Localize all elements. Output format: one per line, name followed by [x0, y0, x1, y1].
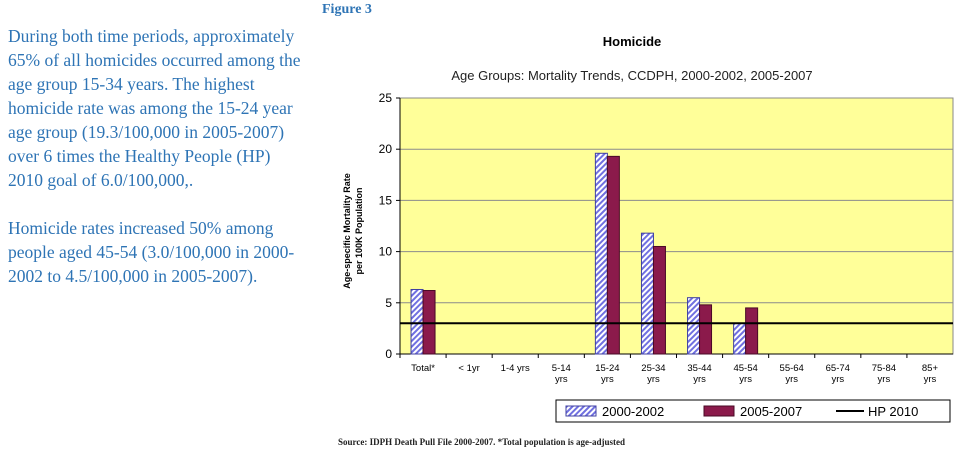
y-tick-label: 15 [379, 193, 393, 207]
legend-label: 2000-2002 [602, 404, 664, 419]
bar-2000-2002 [410, 288, 424, 355]
source-note: Source: IDPH Death Pull File 2000-2007. … [338, 437, 626, 447]
bar-2005-2007 [699, 304, 713, 355]
x-tick-label: yrs [647, 374, 660, 385]
commentary-paragraph-1: During both time periods, approximately … [8, 26, 301, 190]
commentary-paragraph-2: Homicide rates increased 50% among peopl… [8, 218, 295, 286]
x-tick-label: yrs [601, 374, 614, 385]
y-tick-label: 20 [379, 142, 393, 156]
legend-label: 2005-2007 [740, 404, 802, 419]
bar-2005-2007 [606, 155, 620, 355]
x-tick-label: yrs [831, 374, 844, 385]
y-tick-label: 25 [379, 91, 393, 105]
commentary-text: During both time periods, approximately … [8, 24, 308, 288]
y-tick-label: 10 [379, 245, 393, 259]
y-tick-label: 5 [385, 296, 392, 310]
chart-title: Homicide [603, 34, 662, 49]
y-axis-label-line2: per 100K Population [354, 187, 364, 274]
x-tick-label: yrs [878, 374, 891, 385]
bar-2000-2002 [640, 232, 654, 355]
x-tick-label: yrs [785, 374, 798, 385]
y-tick-label: 0 [385, 347, 392, 361]
x-tick-label: yrs [924, 374, 937, 385]
bar-2005-2007 [422, 290, 436, 355]
legend-swatch [565, 405, 597, 417]
legend-box [555, 399, 951, 423]
x-tick-label: 35-44 [687, 363, 711, 374]
x-tick-label: 45-54 [733, 363, 757, 374]
x-tick-label: 65-74 [826, 363, 850, 374]
bar-2000-2002 [733, 322, 747, 355]
x-tick-label: 55-64 [780, 363, 804, 374]
figure-label: Figure 3 [322, 2, 372, 17]
y-axis-label-line1: Age-specific Mortality Rate [342, 173, 352, 289]
bar-2005-2007 [652, 245, 666, 355]
bar-2005-2007 [745, 307, 759, 355]
x-tick-label: 85+ [922, 363, 939, 374]
x-tick-label: 5-14 [552, 363, 571, 374]
legend-label: HP 2010 [868, 404, 918, 419]
plot-area [399, 97, 954, 355]
x-tick-label: yrs [739, 374, 752, 385]
x-tick-label: yrs [693, 374, 706, 385]
x-tick-label: 75-84 [872, 363, 896, 374]
bar-2000-2002 [687, 297, 701, 355]
x-tick-label: Total* [411, 363, 435, 374]
homicide-chart: Homicide Age Groups: Mortality Trends, C… [342, 34, 954, 423]
chart-subtitle: Age Groups: Mortality Trends, CCDPH, 200… [451, 68, 812, 83]
x-tick-label: yrs [555, 374, 568, 385]
x-tick-label: 25-34 [641, 363, 665, 374]
legend-swatch [703, 405, 735, 417]
x-tick-label: < 1yr [458, 363, 479, 374]
x-tick-label: 1-4 yrs [501, 363, 530, 374]
x-tick-label: 15-24 [595, 363, 619, 374]
